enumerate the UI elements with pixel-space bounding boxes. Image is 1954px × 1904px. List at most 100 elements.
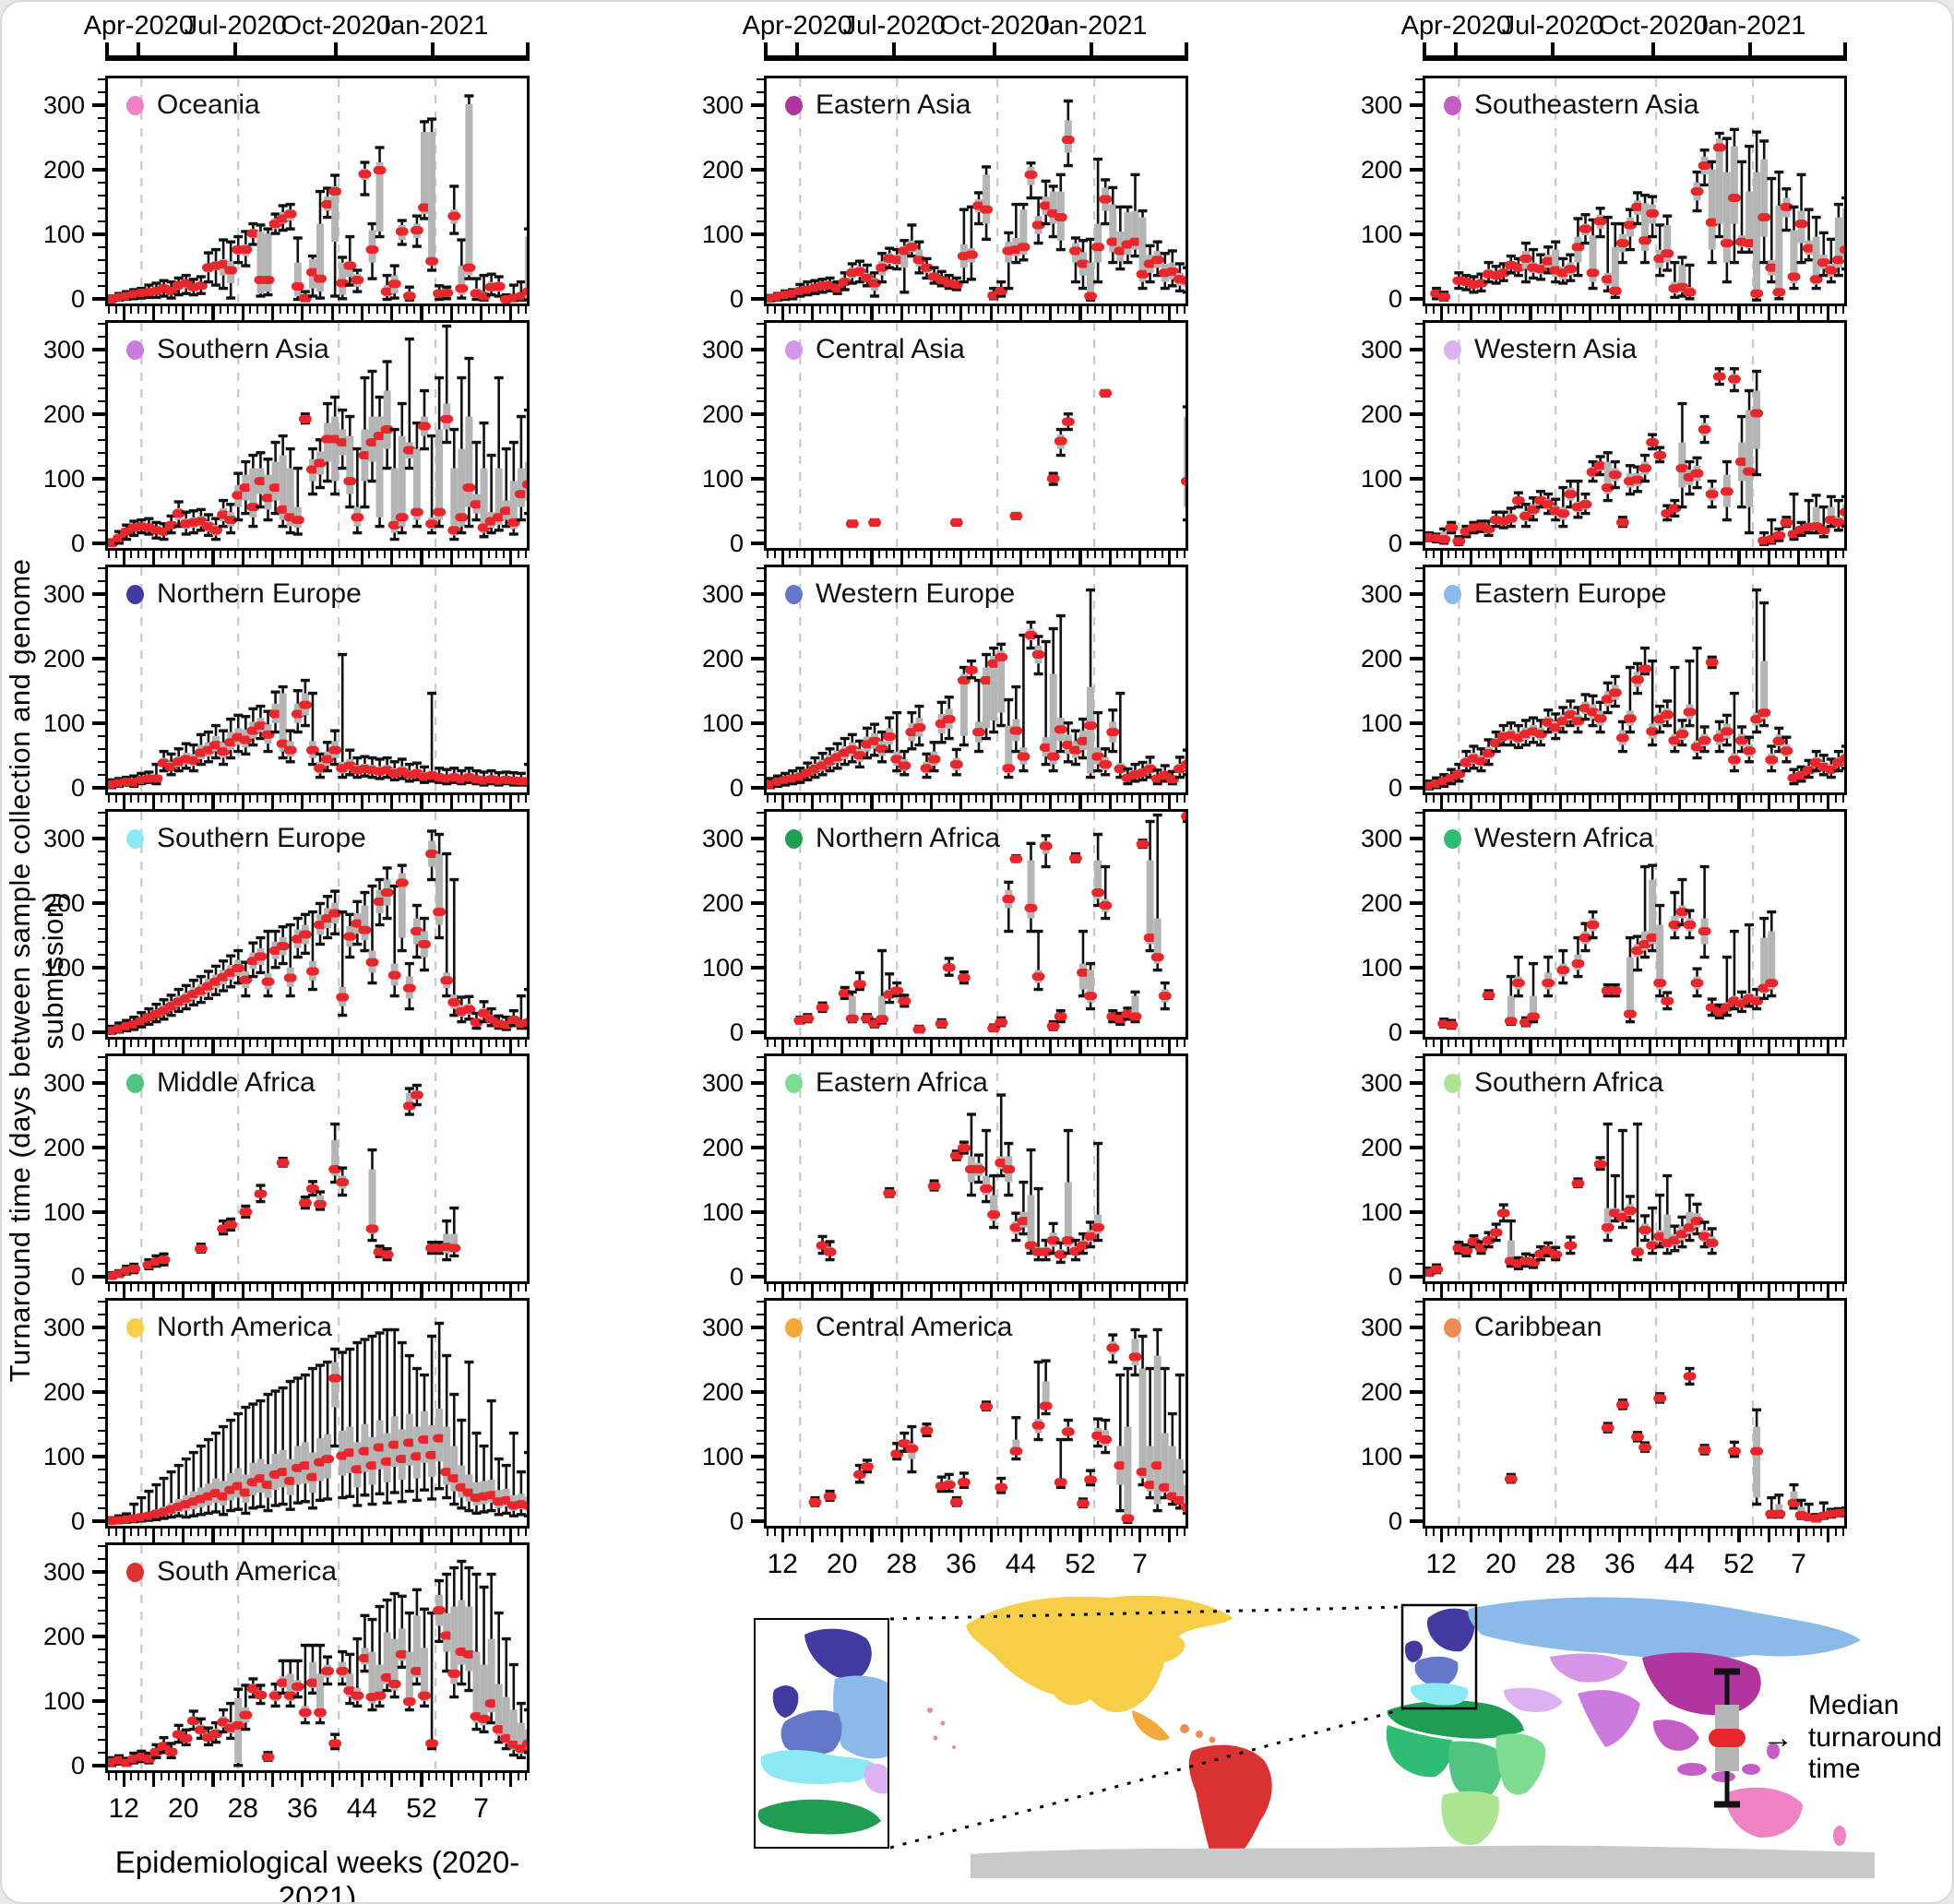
- x-minor-tick: [145, 1040, 148, 1047]
- median-marker: [499, 506, 513, 516]
- boxplot-canvas: [1425, 323, 1844, 548]
- x-minor-tick: [1693, 306, 1696, 314]
- median-marker: [447, 998, 461, 1007]
- median-marker: [1593, 217, 1607, 226]
- y-minor-tick: [1415, 1223, 1423, 1226]
- region-name: Western Africa: [1474, 823, 1654, 853]
- median-marker: [1519, 511, 1532, 520]
- x-major-tick: [1108, 306, 1112, 320]
- x-minor-tick: [952, 306, 955, 314]
- x-minor-tick: [1552, 1040, 1555, 1047]
- median-marker: [440, 976, 454, 985]
- x-minor-tick: [1760, 551, 1763, 558]
- median-marker: [365, 438, 379, 447]
- x-minor-tick: [1521, 795, 1524, 803]
- y-minor-tick: [1415, 1184, 1423, 1187]
- iqr-box: [509, 481, 518, 530]
- iqr-box: [279, 693, 287, 752]
- region-color-dot: [1444, 584, 1461, 604]
- x-major-tick: [390, 551, 394, 565]
- iqr-box: [465, 104, 473, 276]
- x-minor-tick: [937, 551, 940, 558]
- x-minor-tick: [383, 1040, 386, 1047]
- median-marker: [1504, 1017, 1518, 1026]
- region-name: Western Europe: [816, 578, 1016, 609]
- region-name: Northern Africa: [816, 823, 1001, 853]
- x-minor-tick: [804, 551, 806, 558]
- y-tick-label: 300: [1360, 1068, 1402, 1097]
- x-minor-tick: [428, 306, 431, 314]
- x-minor-tick: [1641, 551, 1644, 558]
- y-minor-tick: [98, 90, 105, 93]
- iqr-box: [1027, 860, 1035, 919]
- x-minor-tick: [1760, 1284, 1763, 1291]
- median-marker: [1571, 959, 1585, 969]
- x-major-tick: [509, 1284, 513, 1298]
- y-major-tick: [751, 1029, 764, 1034]
- x-minor-tick: [1819, 795, 1822, 803]
- x-minor-tick: [1753, 306, 1756, 314]
- x-major-tick: [780, 551, 784, 565]
- y-minor-tick: [98, 875, 105, 878]
- x-major-tick: [1439, 1284, 1443, 1298]
- x-minor-tick: [316, 795, 318, 803]
- x-minor-tick: [1611, 1040, 1614, 1047]
- x-major-tick: [1677, 551, 1681, 565]
- x-minor-tick: [1596, 1040, 1599, 1047]
- y-major-tick: [1410, 965, 1423, 970]
- y-minor-tick: [1415, 207, 1423, 209]
- median-marker: [186, 756, 200, 765]
- x-minor-tick: [137, 1040, 140, 1047]
- x-minor-tick: [1730, 795, 1733, 803]
- median-marker: [1158, 992, 1172, 1001]
- x-major-tick: [900, 1284, 903, 1298]
- x-minor-tick: [517, 1284, 519, 1291]
- median-marker: [387, 970, 401, 980]
- x-minor-tick: [915, 1284, 918, 1291]
- x-major-tick: [959, 1040, 963, 1053]
- median-marker: [157, 1255, 171, 1265]
- panel-title: Central Asia: [785, 334, 965, 365]
- iqr-box: [878, 995, 887, 1021]
- median-marker: [1556, 717, 1570, 726]
- y-minor-tick: [98, 387, 105, 389]
- x-minor-tick: [1056, 795, 1059, 803]
- region-name: Eastern Africa: [816, 1067, 988, 1098]
- x-minor-tick: [108, 306, 111, 314]
- median-marker: [1646, 438, 1660, 447]
- y-tick-label: 300: [1360, 579, 1402, 608]
- x-major-tick: [1138, 795, 1142, 809]
- x-minor-tick: [316, 551, 318, 558]
- x-minor-tick: [833, 795, 836, 803]
- region-name: Southeastern Asia: [1474, 89, 1699, 120]
- x-major-tick: [1677, 1284, 1681, 1298]
- y-minor-tick: [757, 734, 764, 737]
- median-marker: [1002, 895, 1016, 904]
- x-minor-tick: [1544, 795, 1547, 803]
- y-minor-tick: [98, 516, 105, 518]
- iqr-box: [1109, 204, 1117, 253]
- x-major-tick: [1439, 795, 1443, 809]
- y-minor-tick: [1415, 773, 1423, 776]
- iqr-box: [959, 673, 968, 736]
- top-axis-month-label: Apr-2020: [742, 11, 852, 41]
- y-tick-label: 300: [701, 90, 744, 119]
- x-minor-tick: [435, 795, 438, 803]
- x-major-tick: [989, 1284, 993, 1298]
- median-marker: [1046, 1021, 1060, 1030]
- x-minor-tick: [167, 306, 170, 314]
- top-axis-end-tick: [1423, 42, 1426, 61]
- median-marker: [261, 275, 275, 284]
- x-minor-tick: [1790, 1284, 1793, 1291]
- median-marker: [1542, 256, 1555, 266]
- iqr-box: [983, 667, 991, 729]
- y-minor-tick: [98, 438, 105, 441]
- y-tick-label: 200: [1360, 399, 1402, 428]
- x-minor-tick: [1131, 795, 1134, 803]
- x-minor-tick: [1071, 1284, 1074, 1291]
- y-minor-tick: [757, 503, 764, 506]
- x-major-tick: [211, 1284, 215, 1298]
- x-minor-tick: [1514, 795, 1517, 803]
- median-marker: [1496, 268, 1510, 278]
- x-minor-tick: [774, 551, 777, 558]
